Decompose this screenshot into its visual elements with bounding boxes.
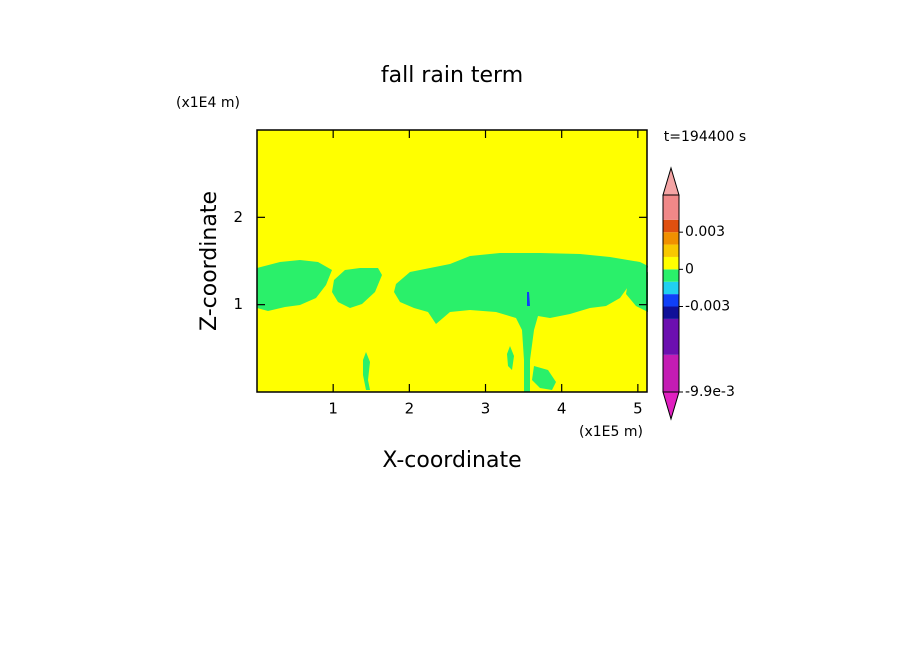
colorbar-box <box>663 195 679 220</box>
field-region <box>363 352 370 390</box>
colorbar-tick-label: -0.003 <box>685 299 730 315</box>
field-region <box>507 346 514 370</box>
x-tick-label: 2 <box>405 400 415 418</box>
colorbar-box <box>663 354 679 392</box>
colorbar-tick-label: 0.003 <box>685 224 725 240</box>
x-axis-title: X-coordinate <box>382 448 521 473</box>
colorbar-box <box>663 256 679 270</box>
colorbar-box <box>663 244 679 257</box>
colorbar-tick-label: 0 <box>685 261 694 277</box>
colorbar-tick-label: -9.9e-3 <box>685 384 735 400</box>
contour-field <box>257 130 648 392</box>
field-region <box>532 366 556 390</box>
chart-title: fall rain term <box>381 63 523 88</box>
field-region <box>332 268 382 308</box>
colorbar-box <box>663 294 679 307</box>
x-tick-label: 3 <box>481 400 491 418</box>
colorbar-extend <box>662 391 680 421</box>
y-tick-label: 1 <box>233 295 243 313</box>
colorbar-box <box>663 281 679 295</box>
field-region <box>257 260 332 311</box>
colorbar-box <box>663 219 679 233</box>
field-region <box>626 272 648 312</box>
x-tick-label: 4 <box>557 400 567 418</box>
x-tick-label: 1 <box>328 400 338 418</box>
colorbar-extend <box>662 166 680 196</box>
colorbar-box <box>663 232 679 245</box>
colorbar-box <box>663 269 679 282</box>
y-unit: (x1E4 m) <box>176 95 240 111</box>
colorbar-box <box>663 306 679 319</box>
colorbar-frame <box>662 194 680 393</box>
colorbar-box <box>663 318 679 355</box>
x-tick-label: 5 <box>633 400 643 418</box>
y-axis-title: Z-coordinate <box>197 191 222 331</box>
y-tick-label: 2 <box>233 208 243 226</box>
field-region <box>394 253 648 392</box>
annotation: t=194400 s <box>664 129 746 145</box>
field-region <box>527 292 530 306</box>
x-unit: (x1E5 m) <box>579 424 643 440</box>
plot-frame <box>256 129 648 393</box>
